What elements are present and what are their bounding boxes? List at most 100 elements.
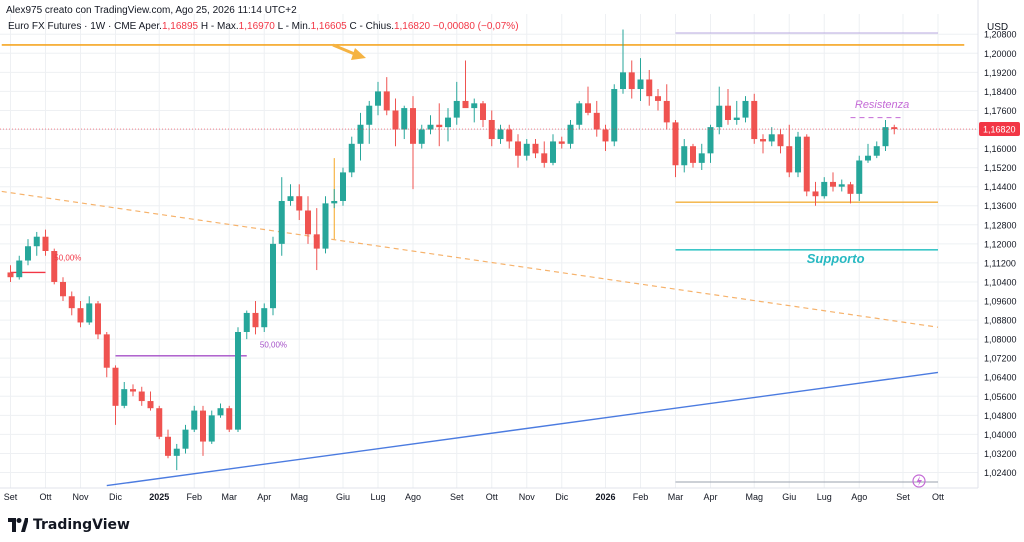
price-tick-label: 1,20000 — [984, 49, 1017, 59]
candle-body — [68, 296, 75, 309]
symbol-title[interactable]: Euro FX Futures · 1W · CME — [8, 21, 137, 32]
candle-body — [77, 308, 84, 323]
candle-body — [418, 129, 425, 144]
flash-icon[interactable] — [912, 474, 926, 488]
candle-body — [768, 134, 775, 142]
time-tick-label: Mag — [745, 492, 763, 502]
time-tick-label: Dic — [109, 492, 122, 502]
candle-body — [103, 334, 110, 368]
candle-body — [567, 124, 574, 144]
time-tick-label: Mag — [290, 492, 308, 502]
candle-body — [147, 401, 154, 409]
price-tick-label: 1,20800 — [984, 30, 1017, 40]
time-tick-label: Ott — [932, 492, 945, 502]
candle-body — [313, 234, 320, 249]
time-tick-label: Ago — [405, 492, 421, 502]
high-label: H - Max. — [200, 21, 239, 32]
candle-body — [707, 127, 714, 154]
chart-grid — [0, 14, 978, 488]
time-tick-label: Mar — [222, 492, 238, 502]
candle-body — [873, 146, 880, 156]
tradingview-logo[interactable]: TradingView — [8, 517, 130, 533]
candle-body — [16, 260, 23, 278]
candle-body — [830, 181, 836, 187]
candle-body — [453, 100, 460, 118]
candle-body — [51, 251, 58, 282]
price-axis[interactable]: 1,20800 1,20000 1,19200 1,18400 1,17600 1,168… — [984, 30, 1017, 478]
time-tick-label: Giu — [336, 492, 350, 502]
candle-body — [506, 129, 513, 142]
candle-body — [86, 303, 93, 323]
candle-body — [602, 129, 609, 142]
candle-body — [471, 103, 478, 109]
candle-body — [165, 436, 171, 456]
candle-body — [95, 303, 101, 335]
price-tick-label: 1,19200 — [984, 68, 1017, 78]
candle-body — [261, 308, 268, 328]
candle-body — [138, 391, 145, 402]
candle-body — [777, 134, 784, 147]
low-label: L - Min. — [277, 21, 311, 32]
price-tick-label: 1,14400 — [984, 182, 1017, 192]
candle-body — [287, 196, 294, 201]
candle-body — [515, 141, 521, 156]
candle-body — [208, 415, 215, 442]
candle-body — [217, 408, 224, 416]
candle-body — [812, 191, 819, 197]
candle-body — [445, 117, 451, 128]
tradingview-logo-icon — [8, 518, 28, 532]
candle-body — [331, 200, 338, 204]
candle-body — [821, 181, 828, 197]
time-tick-label: Set — [896, 492, 910, 502]
candle-body — [847, 184, 854, 194]
candle-body — [156, 408, 163, 437]
candle-body — [270, 243, 276, 309]
candle-body — [305, 210, 311, 235]
time-tick-label: Ago — [851, 492, 867, 502]
time-tick-label: Set — [4, 492, 18, 502]
time-axis[interactable]: Set Ott Nov Dic 2025 Feb Mar Apr Mag Giu Lug Ago Set… — [4, 492, 945, 502]
candle-body — [655, 96, 661, 101]
price-tick-label: 1,05600 — [984, 392, 1017, 402]
open-label: Aper. — [138, 21, 162, 32]
candle-body — [576, 103, 583, 125]
candle-body — [882, 127, 889, 147]
close-value: 1,16820 — [393, 21, 431, 32]
candle-body — [497, 129, 504, 140]
annotation-label: Supporto — [807, 251, 865, 266]
candle-body — [550, 141, 556, 163]
price-tick-label: 1,09600 — [984, 297, 1017, 307]
last-price-badge — [979, 122, 1020, 137]
price-tick-label: 1,12800 — [984, 220, 1017, 230]
time-tick-label: Lug — [817, 492, 832, 502]
ohlc-legend: Euro FX Futures · 1W · CME Aper.1,16895 … — [8, 21, 519, 32]
candle-body — [366, 105, 373, 125]
candle-body — [243, 312, 250, 332]
candle-body — [672, 122, 679, 166]
candle-body — [278, 200, 285, 244]
price-tick-label: 1,07200 — [984, 354, 1017, 364]
candle-body — [628, 72, 635, 90]
time-tick-label: Lug — [370, 492, 385, 502]
time-tick-label: Apr — [257, 492, 271, 502]
candle-body — [856, 160, 863, 194]
candle-body — [173, 448, 180, 456]
last-price-text: 1,16820 — [983, 125, 1016, 135]
candle-body — [410, 108, 416, 144]
last-price-label: 1,16820 — [979, 122, 1020, 137]
candle-body — [733, 117, 740, 120]
candle-body — [690, 146, 696, 163]
annotation-label: 50,00% — [54, 254, 81, 263]
price-tick-label: 1,18400 — [984, 87, 1017, 97]
candle-body — [296, 196, 303, 211]
candle-body — [191, 410, 198, 430]
time-tick-label: Mar — [668, 492, 684, 502]
time-tick-label: Feb — [186, 492, 202, 502]
candle-body — [663, 100, 670, 123]
price-tick-label: 1,06400 — [984, 373, 1017, 383]
candle-body — [112, 367, 119, 406]
time-tick-label: Giu — [782, 492, 796, 502]
candle-body — [436, 124, 443, 128]
candle-body — [838, 184, 845, 187]
